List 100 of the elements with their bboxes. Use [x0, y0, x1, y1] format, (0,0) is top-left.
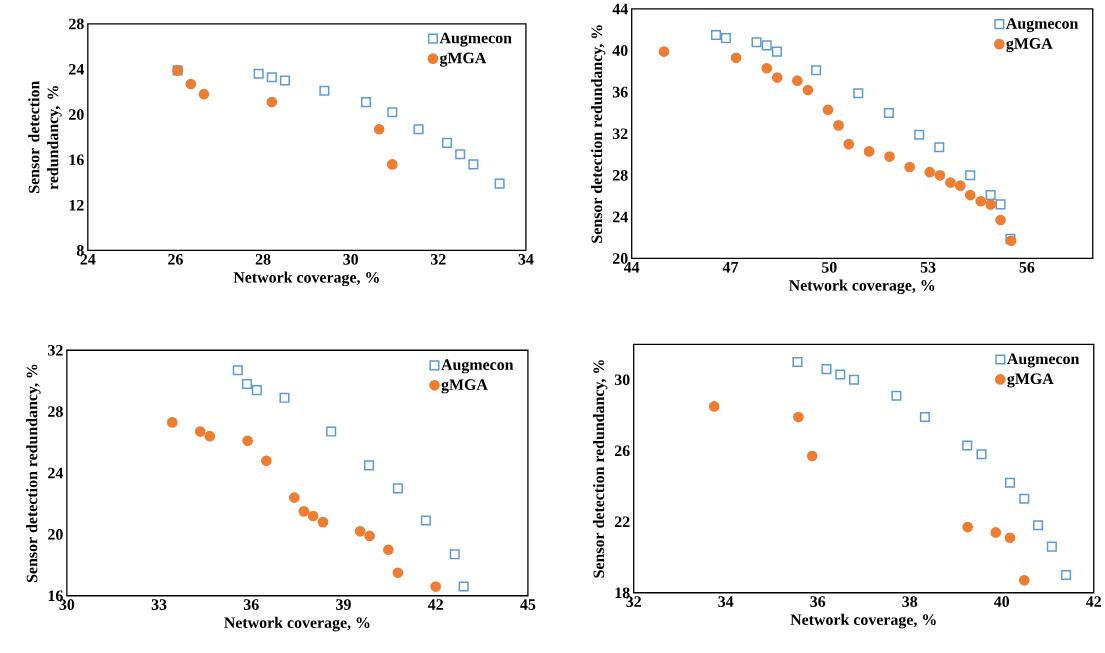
y-tick-label: 30: [614, 374, 630, 386]
point: [1004, 477, 1016, 488]
point: [792, 75, 803, 87]
x-tick-label: 56: [1019, 262, 1035, 273]
x-tick-label: 38: [902, 596, 918, 608]
point: [751, 37, 762, 48]
y-tick-label: 20: [69, 109, 84, 121]
point: [934, 170, 946, 181]
x-tick-label: 36: [810, 596, 826, 608]
x-tick-label: 40: [993, 596, 1010, 608]
x-tick-label: 44: [623, 262, 640, 273]
point: [919, 412, 930, 423]
x-tick-label: 32: [430, 254, 446, 265]
legend-label: Augmecon: [1006, 18, 1079, 33]
point: [975, 196, 987, 207]
point: [232, 365, 243, 376]
y-tick-label: 8: [76, 245, 84, 257]
point: [420, 515, 431, 526]
point: [964, 189, 976, 201]
point: [383, 544, 394, 556]
x-tick-label: 34: [718, 596, 734, 608]
point: [962, 440, 973, 451]
legend-label: Augmecon: [441, 359, 514, 374]
point: [891, 390, 902, 401]
x-tick-label: 26: [168, 254, 183, 265]
legend-label: gMGA: [441, 379, 488, 394]
y-tick-label: 16: [69, 154, 84, 166]
point: [317, 516, 329, 528]
point: [494, 178, 505, 189]
point: [835, 369, 846, 380]
point: [373, 124, 385, 135]
point: [985, 190, 996, 201]
point: [288, 492, 300, 504]
x-axis-title: Network coverage, %: [788, 279, 935, 295]
point: [354, 526, 366, 537]
point: [307, 510, 319, 522]
point: [955, 180, 966, 192]
point: [1033, 520, 1044, 531]
point: [821, 364, 832, 375]
point: [253, 68, 264, 79]
x-tick-label: 42: [1086, 596, 1101, 607]
y-axis-title: Sensor detection redundancy, %: [592, 360, 608, 578]
x-tick-label: 53: [920, 262, 936, 273]
x-tick-label: 24: [80, 254, 96, 265]
point: [364, 530, 375, 542]
point: [449, 549, 460, 560]
x-tick-label: 36: [243, 599, 259, 611]
point: [730, 52, 742, 64]
point: [806, 450, 818, 462]
point: [965, 170, 976, 181]
point: [708, 401, 720, 412]
point: [761, 63, 773, 74]
point: [658, 46, 670, 58]
x-tick-label: 39: [336, 599, 351, 611]
point: [198, 89, 210, 100]
point: [392, 567, 404, 579]
point: [843, 138, 855, 150]
point: [761, 40, 772, 51]
x-axis-title: Network coverage, %: [790, 614, 936, 629]
y-tick-label: 26: [614, 445, 630, 457]
y-tick-label: 28: [48, 406, 63, 418]
y-tick-label: 44: [612, 3, 628, 15]
point: [266, 72, 277, 83]
y-axis-title: Sensor detection redundancy, %: [590, 25, 606, 243]
point: [822, 104, 834, 116]
point: [360, 97, 372, 108]
point: [710, 30, 722, 41]
point: [387, 107, 398, 118]
point: [185, 78, 197, 90]
y-tick-label: 20: [612, 253, 628, 264]
point: [1061, 570, 1072, 581]
point: [771, 46, 782, 57]
point: [853, 88, 864, 99]
point: [204, 431, 216, 442]
y-tick-label: 28: [612, 170, 628, 181]
legend-label: Augmecon: [439, 32, 512, 47]
y-tick-label: 24: [69, 64, 85, 75]
y-tick-label: 28: [69, 18, 84, 30]
point: [241, 379, 253, 390]
point: [455, 149, 466, 160]
point: [883, 108, 894, 119]
x-axis-title: Network coverage, %: [224, 617, 370, 632]
y-axis-title: Sensor detection redundancy, %: [26, 364, 41, 583]
x-tick-label: 47: [722, 262, 739, 273]
x-tick-label: 30: [59, 599, 75, 611]
x-tick-label: 33: [151, 599, 167, 611]
y-tick-label: 12: [69, 200, 84, 211]
x-axis-title: Network coverage, %: [233, 271, 379, 287]
point: [849, 374, 860, 385]
point: [279, 75, 290, 86]
point: [1046, 541, 1057, 552]
point: [468, 159, 479, 170]
point: [833, 120, 844, 131]
point: [298, 506, 310, 517]
point: [363, 460, 375, 471]
x-tick-label: 42: [427, 599, 443, 610]
y-tick-label: 20: [48, 529, 63, 540]
legend-label: Augmecon: [1007, 353, 1080, 368]
legend-label: gMGA: [1006, 38, 1053, 53]
point: [962, 521, 974, 533]
